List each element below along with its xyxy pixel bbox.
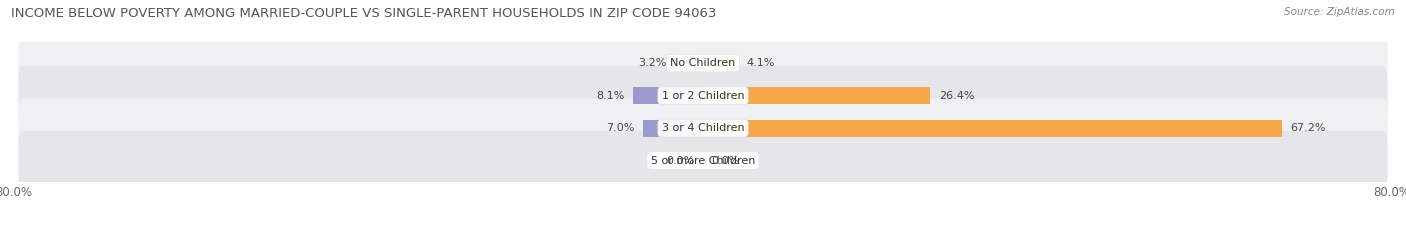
Text: 3.2%: 3.2% (638, 58, 666, 68)
Text: 7.0%: 7.0% (606, 123, 634, 133)
Bar (703, 55, 738, 72)
FancyBboxPatch shape (18, 34, 1388, 93)
Text: 3 or 4 Children: 3 or 4 Children (662, 123, 744, 133)
FancyBboxPatch shape (18, 99, 1388, 158)
Text: 8.1%: 8.1% (596, 91, 624, 101)
Text: 5 or more Children: 5 or more Children (651, 156, 755, 166)
Text: 1 or 2 Children: 1 or 2 Children (662, 91, 744, 101)
Text: Source: ZipAtlas.com: Source: ZipAtlas.com (1284, 7, 1395, 17)
Text: INCOME BELOW POVERTY AMONG MARRIED-COUPLE VS SINGLE-PARENT HOUSEHOLDS IN ZIP COD: INCOME BELOW POVERTY AMONG MARRIED-COUPL… (11, 7, 717, 20)
Bar (643, 120, 703, 137)
Bar (675, 55, 703, 72)
Text: 0.0%: 0.0% (666, 156, 695, 166)
Bar (703, 120, 1282, 137)
Bar (703, 87, 931, 104)
FancyBboxPatch shape (18, 66, 1388, 125)
Bar (633, 87, 703, 104)
Text: 4.1%: 4.1% (747, 58, 775, 68)
Text: 67.2%: 67.2% (1291, 123, 1326, 133)
Text: 26.4%: 26.4% (939, 91, 974, 101)
FancyBboxPatch shape (18, 131, 1388, 190)
Text: 0.0%: 0.0% (711, 156, 740, 166)
Text: No Children: No Children (671, 58, 735, 68)
